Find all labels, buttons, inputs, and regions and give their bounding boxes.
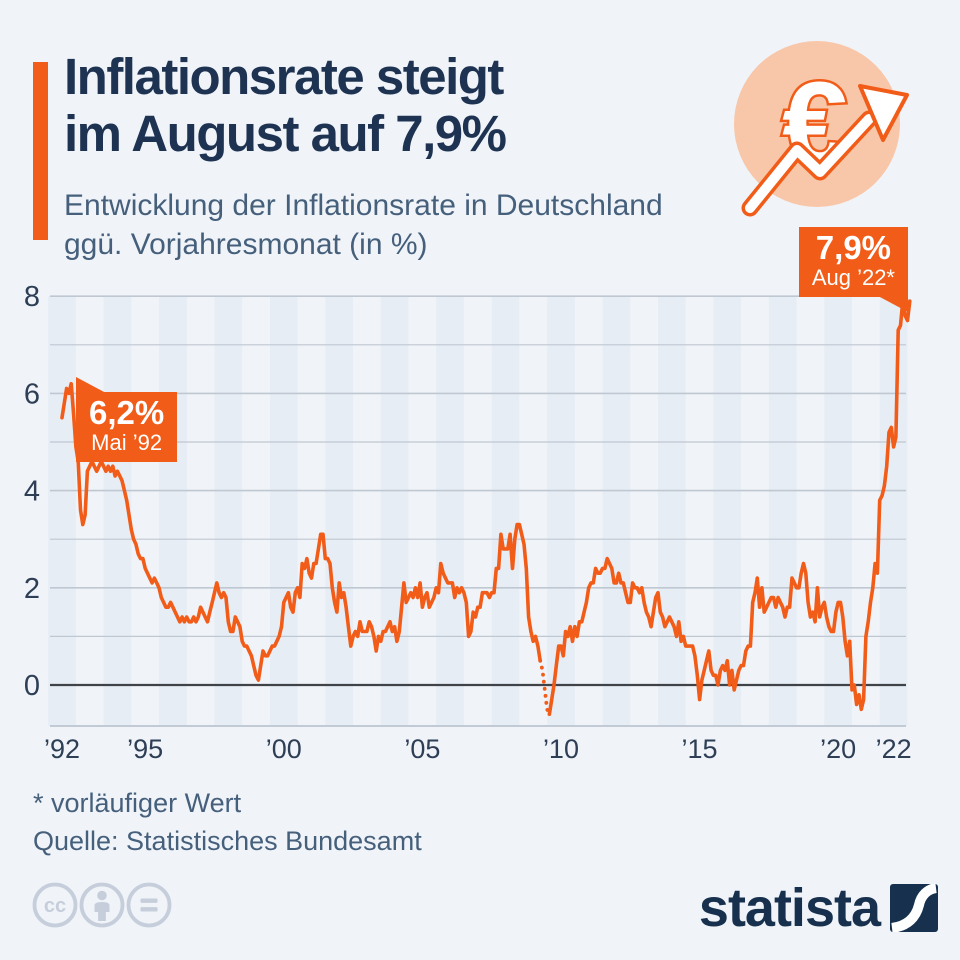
svg-text:6: 6 [24, 378, 40, 410]
svg-text:’22: ’22 [876, 734, 912, 764]
source-line: Quelle: Statistisches Bundesamt [33, 826, 422, 856]
callout-label: Mai ’92 [91, 430, 163, 455]
svg-text:0: 0 [24, 670, 40, 702]
callout-aug-22: 7,9% Aug ’22* [798, 227, 908, 312]
euro-rising-arrow-icon: € [734, 41, 909, 217]
svg-text:’92: ’92 [44, 734, 80, 764]
cc-nd-icon [126, 882, 172, 928]
footnote: * vorläufiger Wert [33, 788, 242, 818]
page-subtitle-line2: ggü. Vorjahresmonat (in %) [64, 228, 428, 261]
title-accent-bar [33, 62, 48, 240]
page-title-line2: im August auf 7,9% [64, 105, 507, 162]
trend-arrow-shaft [745, 114, 874, 213]
statista-logo-mark [890, 884, 938, 932]
statista-logo-text: statista [698, 878, 881, 938]
page-subtitle-line1: Entwicklung der Inflationsrate in Deutsc… [64, 189, 663, 222]
callout-label: Aug ’22* [811, 265, 895, 290]
page-title-line1: Inflationsrate steigt [64, 48, 504, 105]
cc-by-icon [79, 882, 125, 928]
svg-text:2: 2 [24, 573, 40, 605]
svg-text:’20: ’20 [820, 734, 856, 764]
page-title: Inflationsrate steigt im August auf 7,9% [64, 48, 507, 162]
svg-text:8: 8 [24, 281, 40, 313]
callout-value: 7,9% [815, 229, 892, 266]
svg-text:cc: cc [44, 895, 66, 917]
cc-license-icons: cc [32, 882, 172, 928]
trend-arrow-head [858, 84, 909, 142]
svg-text:’95: ’95 [127, 734, 163, 764]
svg-text:4: 4 [24, 476, 40, 508]
svg-text:’05: ’05 [404, 734, 440, 764]
callout-mai-92: 6,2% Mai ’92 [76, 377, 178, 462]
svg-text:’00: ’00 [266, 734, 302, 764]
cc-icon: cc [32, 882, 78, 928]
page-subtitle: Entwicklung der Inflationsrate in Deutsc… [64, 186, 663, 264]
statista-logo: statista [698, 878, 938, 938]
svg-text:’15: ’15 [682, 734, 718, 764]
callout-value: 6,2% [89, 394, 165, 431]
svg-text:’10: ’10 [543, 734, 579, 764]
